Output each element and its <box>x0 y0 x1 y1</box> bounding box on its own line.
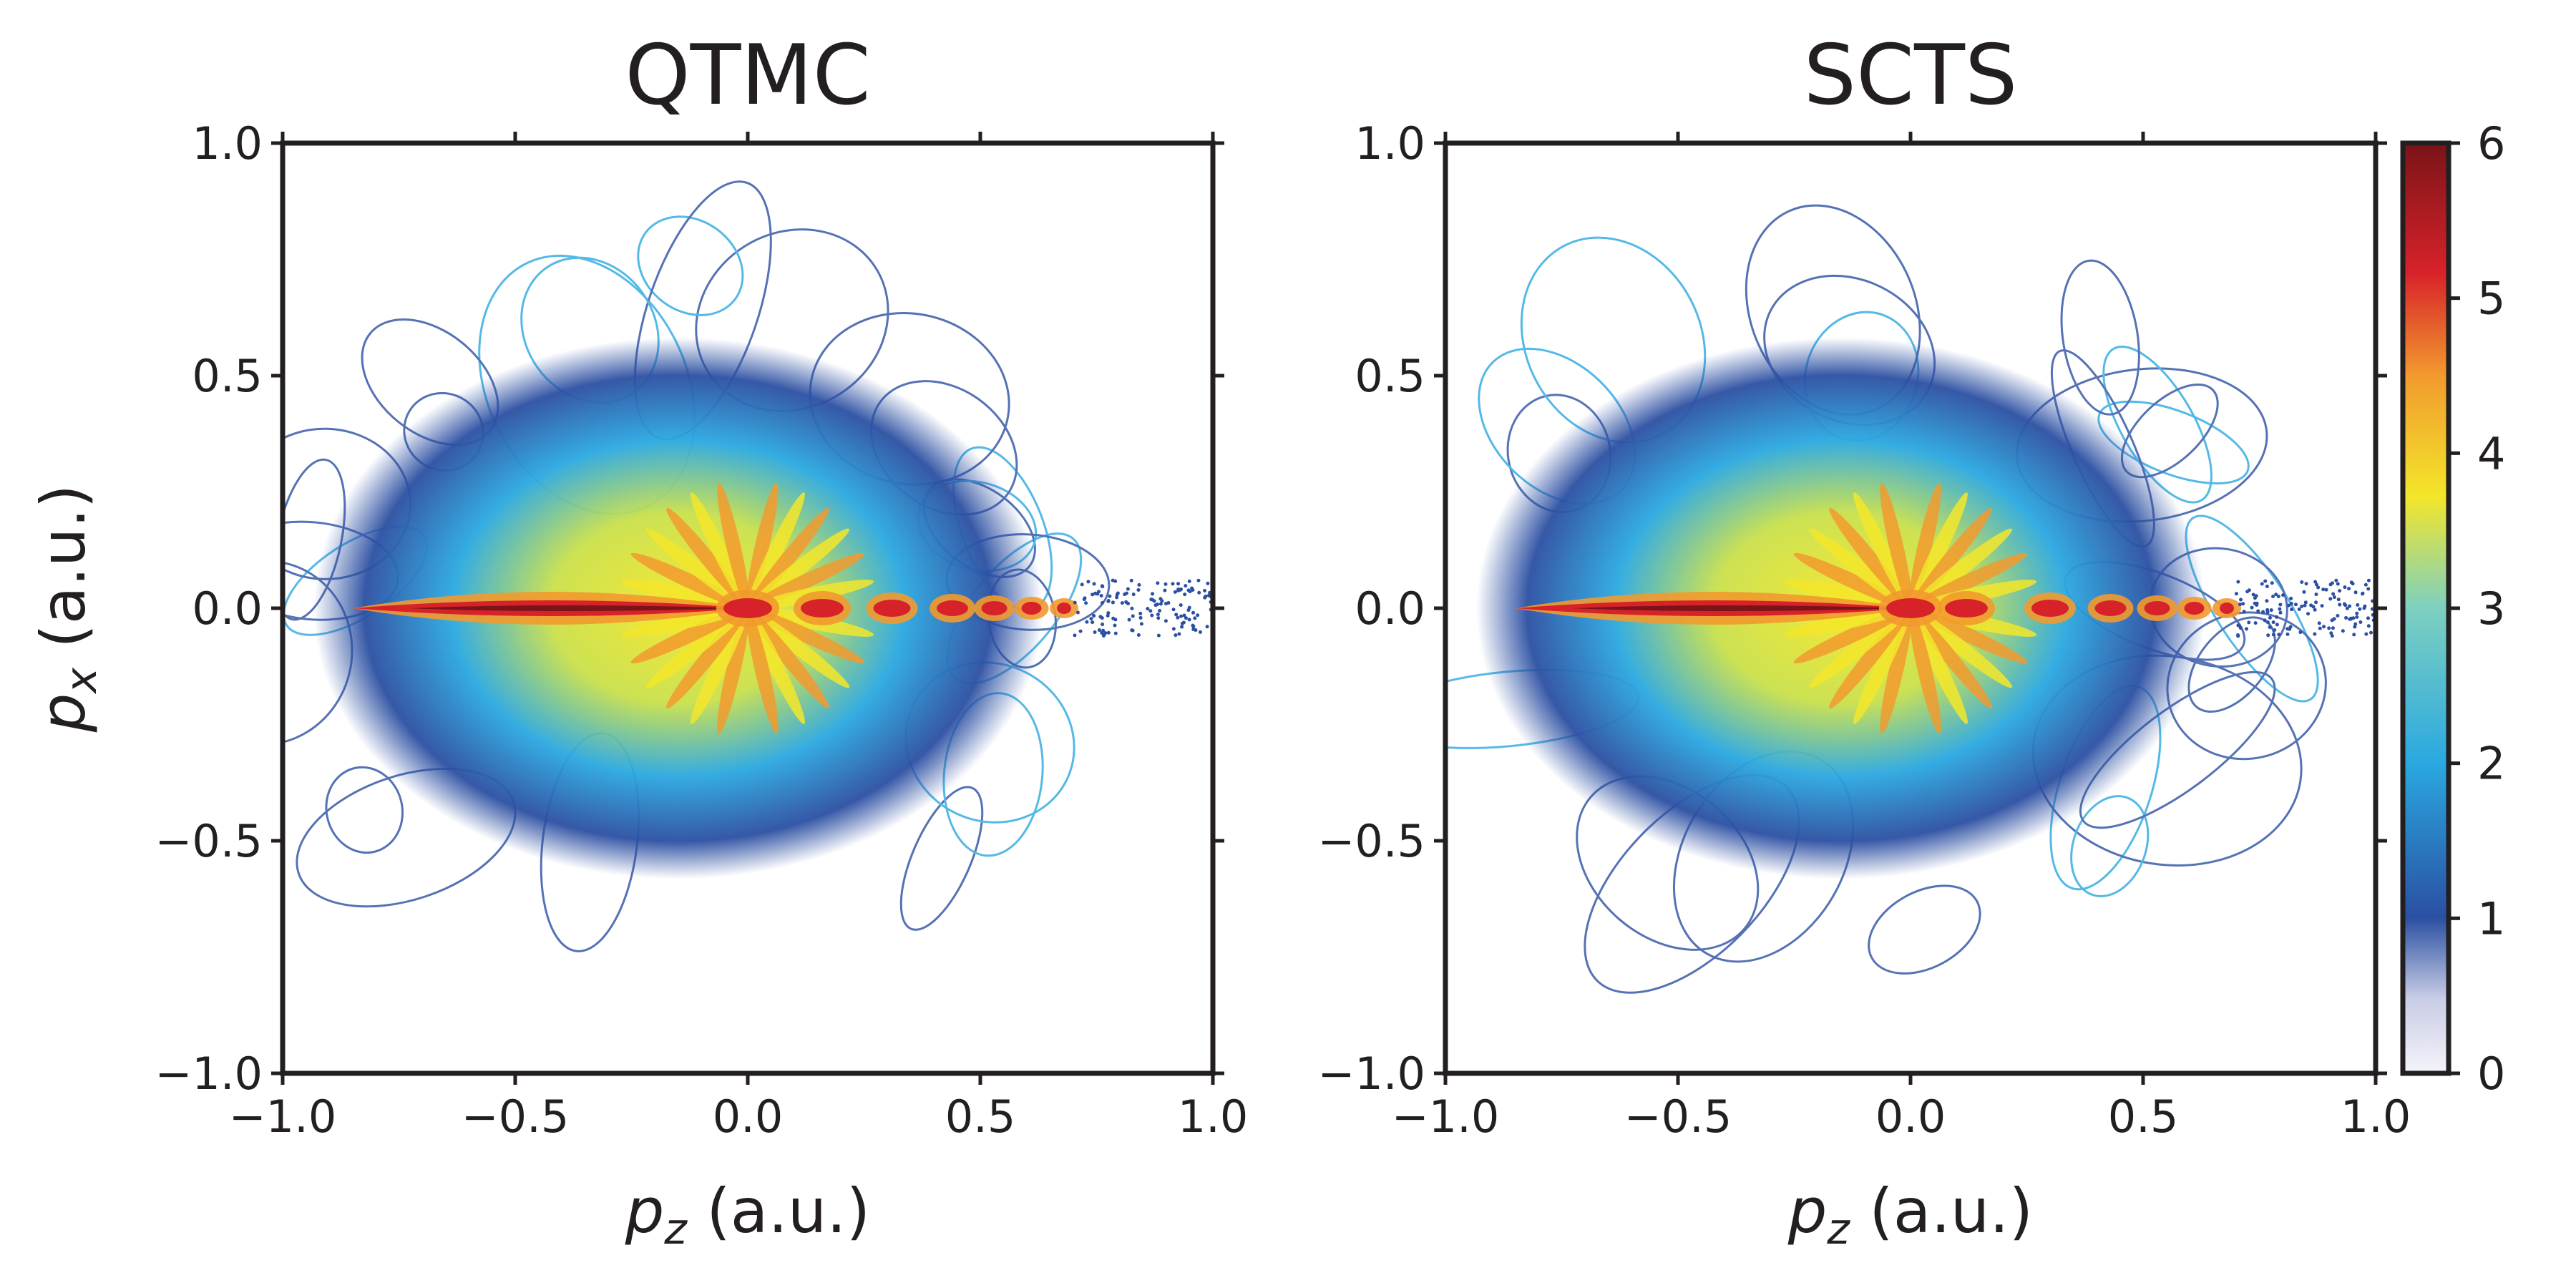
panel-title-qtmc: QTMC <box>625 27 870 124</box>
y-tick-label: 0.0 <box>1355 582 1425 635</box>
y-tick-label: −1.0 <box>155 1048 263 1100</box>
heatmap-scts <box>1445 204 2376 994</box>
ridge-blob-core <box>2184 602 2205 615</box>
y-tick-label: 1.0 <box>192 117 263 170</box>
colorbar-tick-label: 4 <box>2477 427 2505 479</box>
x-tick-label: 1.0 <box>2341 1091 2411 1143</box>
colorbar-gradient <box>2403 143 2449 1073</box>
y-tick-label: 0.0 <box>192 582 263 635</box>
x-tick-label: −0.5 <box>1624 1091 1732 1143</box>
interference-fan <box>1784 482 2037 734</box>
ridge-blob-core <box>723 598 772 618</box>
colorbar-tick-label: 0 <box>2477 1048 2505 1100</box>
ridge-blob-core <box>1057 602 1071 614</box>
sparse-tail <box>1073 578 1213 638</box>
ticks-qtmc: −1.0 −0.5 0.0 0.5 1.0 1.0 0.5 0.0 −0.5 −1.0 <box>155 117 1248 1143</box>
x-axis-label-qtmc: pz (a.u.) <box>625 1176 870 1254</box>
heatmap-qtmc <box>283 180 1213 952</box>
x-tick-label: 0.5 <box>945 1091 1016 1143</box>
panel-title-scts: SCTS <box>1803 27 2017 124</box>
colorbar-ticks: 6 5 4 3 2 1 0 <box>2449 117 2505 1100</box>
x-axis-label-scts: pz (a.u.) <box>1787 1176 2033 1254</box>
panel-qtmc: QTMC −1.0 −0.5 0.0 0.5 1.0 1.0 0.5 0.0 −0.5−1.0 … <box>28 27 1248 1254</box>
ridge-blob-core <box>801 599 844 618</box>
x-tick-label: −1.0 <box>1392 1091 1500 1143</box>
panel-scts: SCTS −1.0 −0.5 0.0 0.5 1.0 1.0 0.5 0.0 −0.5−1.0 … <box>1317 27 2411 1254</box>
y-tick-label: 0.5 <box>1355 350 1425 402</box>
y-tick-label: −0.5 <box>1317 815 1425 867</box>
heatmap-body <box>1445 204 2376 994</box>
y-tick-label: 1.0 <box>1355 117 1425 170</box>
ridge-blob-core <box>1021 602 1042 615</box>
ridge-blob-core <box>2144 601 2170 615</box>
ridge-blob-core <box>1886 598 1935 618</box>
x-tick-label: 1.0 <box>1178 1091 1249 1143</box>
ridge-blob-core <box>2094 600 2127 616</box>
ridge-blob-core <box>2220 602 2234 614</box>
sparse-tail <box>2234 578 2376 638</box>
colorbar: 6 5 4 3 2 1 0 <box>2400 117 2505 1100</box>
central-ridge-core <box>1572 605 1911 611</box>
ridge-blob-core <box>2031 600 2069 617</box>
colorbar-tick-label: 2 <box>2477 738 2505 790</box>
colorbar-tick-label: 1 <box>2477 892 2505 945</box>
ticks-scts: −1.0 −0.5 0.0 0.5 1.0 1.0 0.5 0.0 −0.5 −1.0 <box>1317 117 2411 1143</box>
colorbar-tick-label: 5 <box>2477 273 2505 325</box>
colorbar-tick-label: 6 <box>2477 117 2505 170</box>
ridge-blob-core <box>1945 599 1988 618</box>
heatmap-body <box>283 180 1213 952</box>
central-ridge-core <box>409 605 748 611</box>
x-tick-label: −1.0 <box>229 1091 337 1143</box>
x-tick-label: 0.0 <box>713 1091 784 1143</box>
y-tick-label: −1.0 <box>1317 1048 1425 1100</box>
x-tick-label: 0.0 <box>1875 1091 1946 1143</box>
y-tick-label: 0.5 <box>192 350 263 402</box>
y-tick-label: −0.5 <box>155 815 263 867</box>
ridge-blob-core <box>937 600 968 616</box>
interference-fan <box>621 482 874 734</box>
ridge-blob-core <box>873 600 911 617</box>
colorbar-tick-label: 3 <box>2477 582 2505 635</box>
x-tick-label: −0.5 <box>462 1091 570 1143</box>
ridge-blob-core <box>981 601 1008 615</box>
y-axis-label: px (a.u.) <box>28 484 107 733</box>
x-tick-label: 0.5 <box>2108 1091 2179 1143</box>
